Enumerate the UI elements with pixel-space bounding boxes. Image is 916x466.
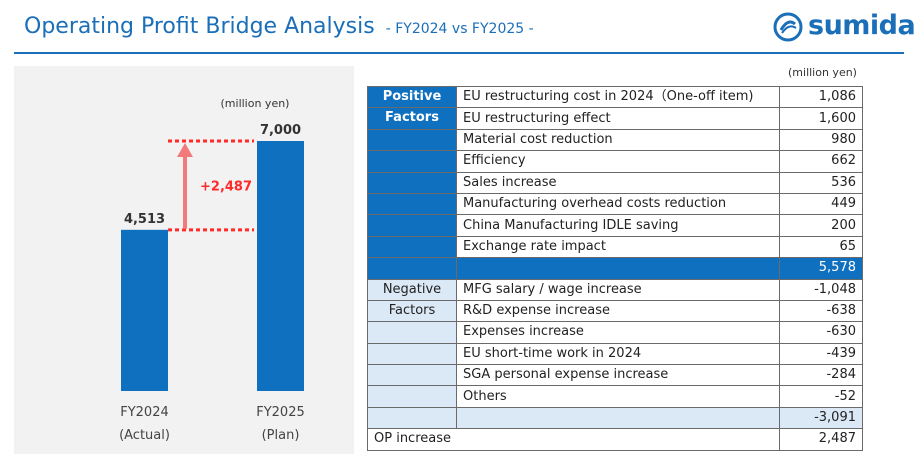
category-label: Factors — [385, 110, 439, 126]
bar-value-label: 4,513 — [124, 212, 165, 227]
x-tick-label: FY2024 — [120, 405, 169, 420]
factor-value: 200 — [779, 214, 863, 237]
category-label: Factors — [388, 302, 436, 318]
category-cell — [367, 406, 457, 430]
table-row: Sales increase 536 — [367, 171, 863, 194]
difference-label: +2,487 — [200, 179, 252, 194]
category-cell: Factors — [367, 299, 457, 323]
factor-name: Manufacturing overhead costs reduction — [456, 192, 780, 216]
positive-subtotal-value: 5,578 — [779, 257, 863, 280]
factor-name: Material cost reduction — [456, 128, 780, 152]
subtotal-label-cell — [456, 257, 780, 280]
negative-subtotal-row: -3,091 — [367, 406, 863, 430]
category-cell: Negative — [367, 278, 457, 301]
factor-name: Efficiency — [456, 150, 780, 173]
table-row: Material cost reduction 980 — [367, 128, 863, 152]
sumida-logo-text: sumida — [808, 10, 916, 41]
op-increase-value: 2,487 — [779, 428, 863, 451]
table-row: Positive EU restructuring cost in 2024（On… — [367, 85, 863, 109]
table-unit-label: (million yen) — [788, 66, 857, 79]
factor-name: Expenses increase — [456, 321, 780, 344]
table-row: Exchange rate impact 65 — [367, 235, 863, 259]
chart-unit-label: (million yen) — [221, 97, 290, 110]
factor-name: Exchange rate impact — [456, 235, 780, 259]
category-cell — [367, 192, 457, 216]
table-row: Others -52 — [367, 385, 863, 408]
table-row: Factors EU restructuring effect 1,600 — [367, 107, 863, 130]
factor-name: China Manufacturing IDLE saving — [456, 214, 780, 237]
factor-name: Sales increase — [456, 171, 780, 194]
category-cell — [367, 235, 457, 259]
negative-subtotal-value: -3,091 — [779, 406, 863, 430]
category-label: Positive — [382, 89, 442, 104]
category-cell: Factors — [367, 107, 457, 130]
op-increase-row: OP increase 2,487 — [367, 428, 863, 451]
factor-name: EU restructuring cost in 2024（One-off it… — [456, 85, 780, 109]
table-row: EU short-time work in 2024 -439 — [367, 342, 863, 366]
op-increase-label: OP increase — [367, 428, 780, 451]
bar-fy2024 — [121, 229, 168, 391]
factor-value: 1,600 — [779, 107, 863, 130]
category-cell — [367, 171, 457, 194]
factor-value: -439 — [779, 342, 863, 366]
factor-value: 662 — [779, 150, 863, 173]
difference-arrow-head — [177, 143, 193, 157]
table-row: Negative MFG salary / wage increase -1,048 — [367, 278, 863, 301]
factor-value: -630 — [779, 321, 863, 344]
table-row: SGA personal expense increase -284 — [367, 364, 863, 387]
table-row: Factors R&D expense increase -638 — [367, 299, 863, 323]
factor-name: MFG salary / wage increase — [456, 278, 780, 301]
x-tick-label: FY2025 — [256, 405, 305, 420]
factor-name: EU restructuring effect — [456, 107, 780, 130]
factor-name: SGA personal expense increase — [456, 364, 780, 387]
x-tick-note: (Plan) — [262, 428, 300, 443]
factor-value: 1,086 — [779, 85, 863, 109]
factor-value: -638 — [779, 299, 863, 323]
table-row: China Manufacturing IDLE saving 200 — [367, 214, 863, 237]
category-cell — [367, 150, 457, 173]
category-cell — [367, 128, 457, 152]
category-cell — [367, 385, 457, 408]
subtotal-label-cell — [456, 406, 780, 430]
header-divider — [14, 52, 904, 54]
category-cell — [367, 214, 457, 237]
factor-name: Others — [456, 385, 780, 408]
factor-value: 65 — [779, 235, 863, 259]
table-row: Expenses increase -630 — [367, 321, 863, 344]
category-cell — [367, 342, 457, 366]
sumida-logo: sumida — [772, 10, 916, 44]
factor-value: -52 — [779, 385, 863, 408]
page-subtitle: - FY2024 vs FY2025 - — [385, 21, 534, 37]
factor-value: 980 — [779, 128, 863, 152]
x-tick-note: (Actual) — [119, 428, 170, 443]
factor-name: R&D expense increase — [456, 299, 780, 323]
table-row: Manufacturing overhead costs reduction 44… — [367, 192, 863, 216]
category-cell — [367, 321, 457, 344]
factor-name: EU short-time work in 2024 — [456, 342, 780, 366]
factor-value: -1,048 — [779, 278, 863, 301]
table-row: Efficiency 662 — [367, 150, 863, 173]
factor-value: -284 — [779, 364, 863, 387]
bar-value-label: 7,000 — [260, 123, 301, 138]
factor-value: 449 — [779, 192, 863, 216]
category-cell — [367, 257, 457, 280]
page-title: Operating Profit Bridge Analysis - FY202… — [24, 14, 534, 39]
category-cell: Positive — [367, 85, 457, 109]
factors-table: Positive EU restructuring cost in 2024（On… — [367, 85, 863, 451]
positive-subtotal-row: 5,578 — [367, 257, 863, 280]
bridge-chart-panel: (million yen) 4,513 FY2024 (Actual) 7,000 FY2… — [14, 66, 354, 454]
bridge-chart: (million yen) 4,513 FY2024 (Actual) 7,000 FY2… — [119, 97, 305, 443]
sumida-logo-mark-icon — [773, 12, 803, 42]
category-cell — [367, 364, 457, 387]
category-label: Negative — [382, 281, 442, 297]
factor-value: 536 — [779, 171, 863, 194]
bar-fy2025 — [257, 141, 304, 391]
title-text: Operating Profit Bridge Analysis — [24, 14, 375, 39]
